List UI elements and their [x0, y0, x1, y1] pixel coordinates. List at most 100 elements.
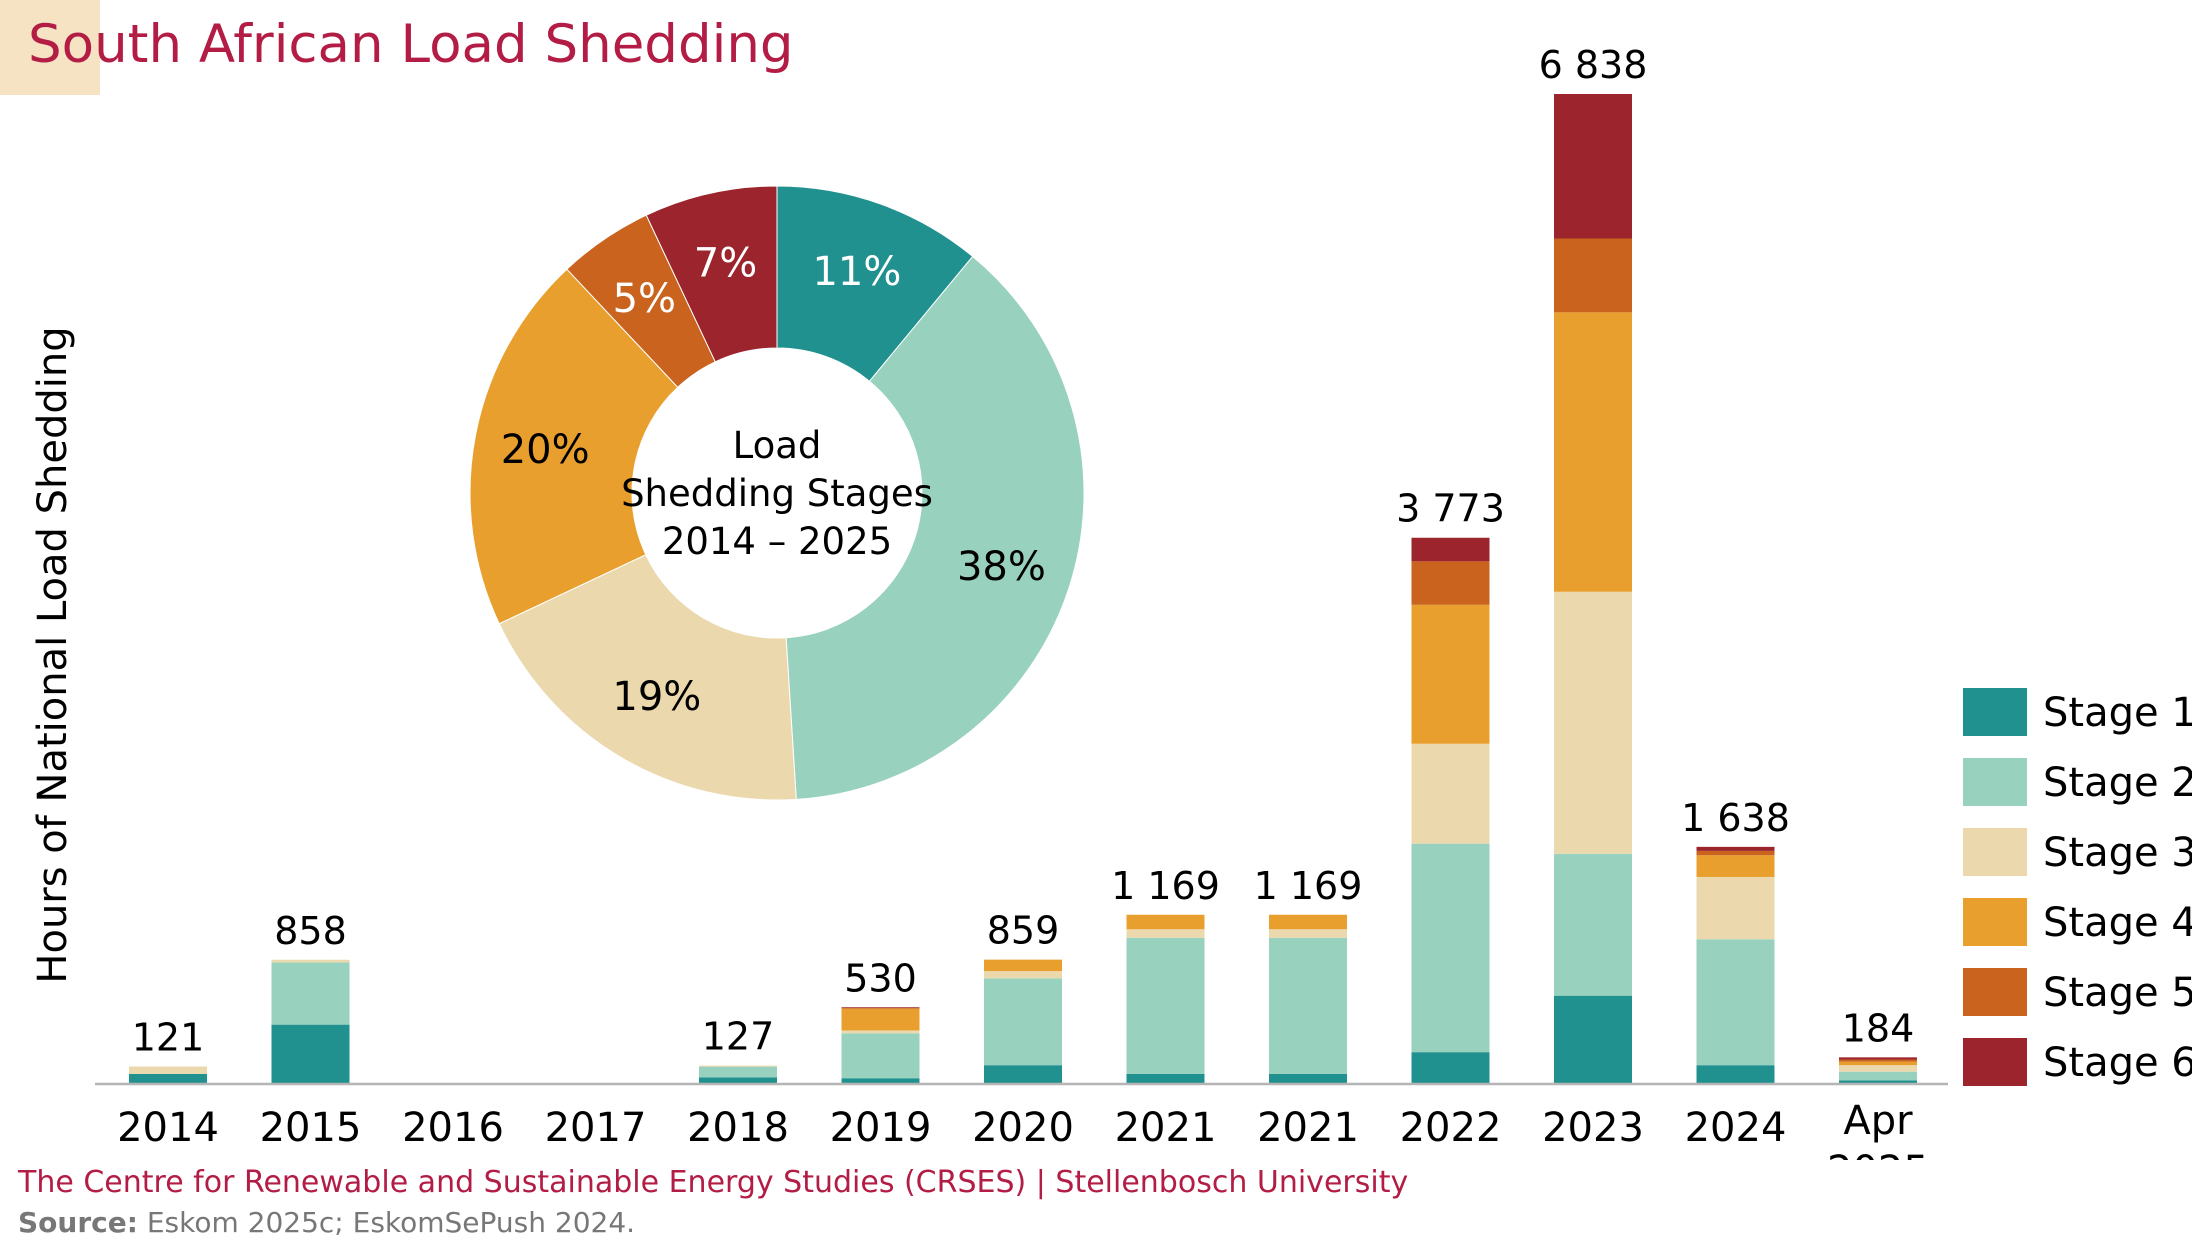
bar-total-label: 127: [702, 1015, 775, 1059]
bar-segment-stage-6-9: [1411, 537, 1490, 562]
bar-segment-stage-1-5: [841, 1078, 920, 1084]
x-tick-labels: 2014 2015 2016 2017 2018 2019 2020 2021 2021 2022…: [117, 1098, 1929, 1160]
bar-total-label: 3 773: [1396, 487, 1505, 531]
bar-total-label: 184: [1842, 1006, 1915, 1050]
x-tick-label: 2019: [830, 1105, 932, 1151]
legend: Stage 1 Stage 2 Stage 3 Stage 4 Stage 5 Stage…: [1963, 688, 2192, 1086]
bar-segment-stage-1-7: [1126, 1073, 1205, 1084]
donut-slice-stage-4: [469, 268, 679, 625]
bar-segment-stage-2-1: [271, 962, 350, 1025]
bar-total-label: 1 638: [1681, 796, 1790, 840]
bar-segment-stage-1-12: [1839, 1080, 1917, 1084]
legend-swatch: [1963, 758, 2027, 806]
bar-segment-stage-2-11: [1696, 939, 1775, 1066]
x-tick-label: 2014: [117, 1105, 219, 1151]
bar-total-label: 121: [132, 1015, 205, 1059]
bar-segment-stage-4-11: [1696, 855, 1775, 877]
donut-slice-stage-3: [498, 554, 797, 801]
bar-segment-stage-2-4: [699, 1066, 777, 1078]
bar-segment-stage-3-5: [841, 1030, 920, 1034]
donut-value-label: 19%: [612, 674, 701, 720]
bar-segment-stage-5-11: [1696, 850, 1775, 856]
x-tick-label: 2015: [260, 1105, 362, 1151]
total-labels: 121 858 127 530 859 1 169 1 169 3 773 6 838 1 638…: [132, 43, 1915, 1059]
bar-segment-stage-3-7: [1126, 929, 1205, 938]
x-tick-label: 2020: [972, 1105, 1074, 1151]
bar-total-label: 530: [844, 956, 917, 1000]
bar-segment-stage-1-10: [1554, 995, 1632, 1084]
bar-segment-stage-5-9: [1411, 561, 1490, 605]
legend-label: Stage 1: [2043, 690, 2192, 736]
bar-segment-stage-1-1: [271, 1024, 350, 1084]
legend-label: Stage 3: [2043, 830, 2192, 876]
bar-segment-stage-3-4: [699, 1065, 777, 1067]
bar-segment-stage-4-8: [1269, 914, 1347, 930]
bar-segment-stage-3-1: [271, 959, 350, 963]
bar-segment-stage-1-9: [1411, 1052, 1490, 1084]
source-text: Eskom 2025c; EskomSePush 2024.: [137, 1206, 636, 1239]
bar-total-label: 1 169: [1111, 864, 1220, 908]
x-tick-label: 2016: [402, 1105, 504, 1151]
donut-slice-stage-6: [645, 185, 778, 363]
bar-segment-stage-3-11: [1696, 876, 1775, 940]
bar-segment-stage-6-10: [1554, 94, 1632, 239]
bar-segment-stage-4-7: [1126, 914, 1205, 930]
bar-segment-stage-2-5: [841, 1033, 920, 1079]
donut-slice-stage-1: [776, 185, 974, 382]
bar-segment-stage-3-6: [984, 971, 1062, 979]
donut-value-label: 38%: [957, 544, 1046, 590]
bar-total-label: 859: [987, 909, 1060, 953]
bar-segment-stage-5-10: [1554, 238, 1632, 313]
legend-swatch: [1963, 688, 2027, 736]
x-tick-label: 2018: [687, 1105, 789, 1151]
bars-layer: [129, 94, 1917, 1084]
legend-label: Stage 5: [2043, 970, 2192, 1016]
donut-chart: 11% 38% 19% 20% 5% 7% Load Shedding Stages 2014 …: [469, 185, 1085, 801]
bar-segment-stage-1-6: [984, 1065, 1062, 1084]
legend-label: Stage 6: [2043, 1040, 2192, 1086]
legend-swatch: [1963, 898, 2027, 946]
y-axis-label: Hours of National Load Shedding: [30, 326, 76, 983]
bar-segment-stage-2-10: [1554, 853, 1632, 996]
bar-segment-stage-2-7: [1126, 937, 1205, 1074]
bar-segment-stage-3-9: [1411, 743, 1490, 844]
footer-source: Source: Eskom 2025c; EskomSePush 2024.: [18, 1206, 635, 1239]
x-tick-label: 2024: [1685, 1105, 1787, 1151]
donut-value-label: 11%: [812, 249, 901, 295]
bar-segment-stage-4-6: [984, 959, 1062, 972]
bar-segment-stage-3-12: [1839, 1065, 1917, 1072]
bar-segment-stage-2-12: [1839, 1071, 1917, 1081]
bar-segment-stage-4-9: [1411, 604, 1490, 744]
bar-segment-stage-3-0: [129, 1066, 207, 1074]
source-label: Source:: [18, 1206, 138, 1239]
donut-center-label: Shedding Stages: [621, 472, 933, 515]
bar-segment-stage-2-8: [1269, 937, 1347, 1074]
page-title: South African Load Shedding: [28, 14, 794, 75]
load-shedding-chart: Hours of National Load Shedding 2014 2015…: [30, 43, 2192, 1160]
bar-total-label: 858: [274, 909, 347, 953]
footer-organisation: The Centre for Renewable and Sustainable…: [18, 1165, 1409, 1200]
bar-segment-stage-2-6: [984, 978, 1062, 1066]
x-tick-label: 2022: [1400, 1105, 1502, 1151]
legend-label: Stage 2: [2043, 760, 2192, 806]
title-highlight: [0, 0, 100, 95]
x-tick-label: 2017: [545, 1105, 647, 1151]
x-tick-label: 2025: [1827, 1148, 1929, 1160]
donut-slice-stage-2: [785, 255, 1085, 800]
bar-segment-stage-1-4: [699, 1077, 777, 1084]
bar-segment-stage-5-5: [841, 1007, 920, 1009]
bar-segment-stage-4-10: [1554, 312, 1632, 592]
bar-segment-stage-2-9: [1411, 843, 1490, 1053]
donut-center-label: 2014 – 2025: [662, 520, 892, 563]
x-tick-label: 2021: [1115, 1105, 1217, 1151]
x-tick-label: 2023: [1542, 1105, 1644, 1151]
legend-swatch: [1963, 968, 2027, 1016]
donut-center-label: Load: [733, 424, 822, 467]
bar-total-label: 1 169: [1254, 864, 1363, 908]
bar-segment-stage-1-11: [1696, 1065, 1775, 1084]
x-tick-label: 2021: [1257, 1105, 1359, 1151]
bar-segment-stage-5-12: [1839, 1059, 1917, 1062]
bar-segment-stage-6-5: [841, 1007, 920, 1008]
x-tick-label: Apr: [1843, 1098, 1913, 1144]
bar-segment-stage-3-10: [1554, 591, 1632, 854]
